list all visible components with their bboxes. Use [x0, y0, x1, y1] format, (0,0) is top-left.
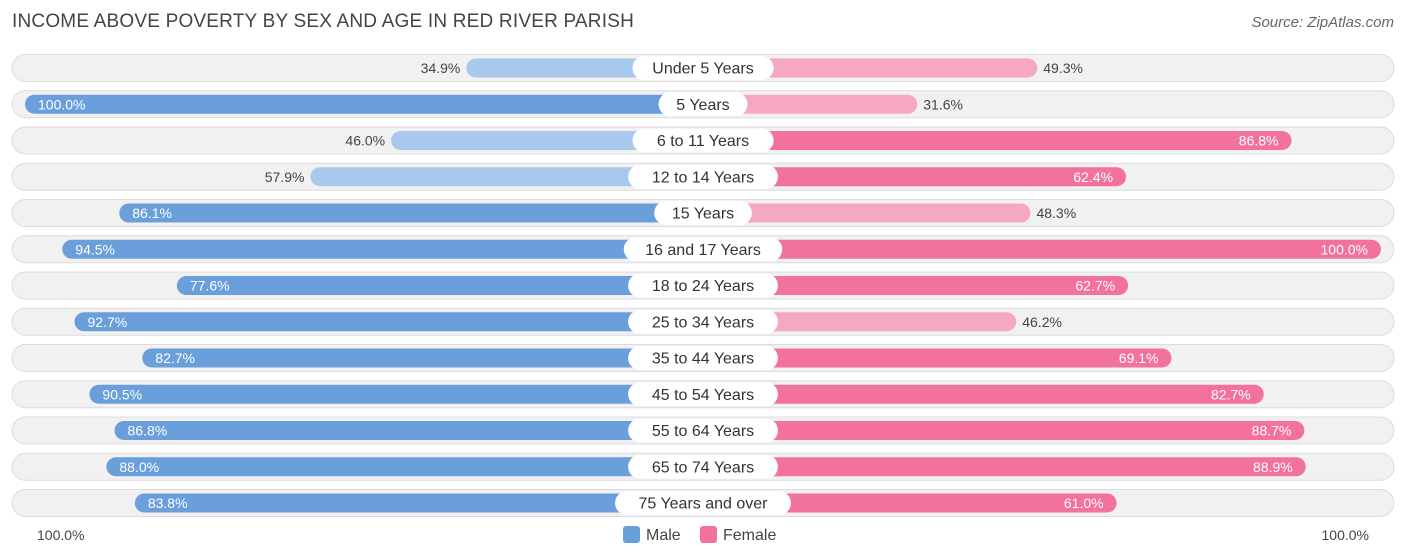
male-bar	[391, 131, 703, 150]
category-pill	[623, 237, 783, 262]
female-value-label: 62.7%	[1075, 278, 1115, 294]
category-label: 25 to 34 Years	[652, 314, 754, 331]
category-pill	[628, 273, 778, 298]
category-label: 18 to 24 Years	[652, 278, 754, 295]
legend-female-swatch	[700, 526, 717, 543]
axis-right-label: 100.0%	[1322, 527, 1369, 543]
male-bar	[176, 276, 703, 295]
female-value-label: 62.4%	[1073, 169, 1113, 185]
male-bar	[134, 493, 703, 513]
female-value-label: 48.3%	[1036, 205, 1076, 221]
female-value-label: 46.2%	[1022, 314, 1062, 330]
legend-male-label: Male	[646, 527, 681, 544]
source-credit: Source: ZipAtlas.com	[1251, 14, 1394, 31]
male-value-label: 83.8%	[148, 495, 188, 511]
category-pill	[628, 454, 778, 479]
category-pill	[658, 92, 748, 117]
female-bar	[703, 312, 1017, 332]
male-bar	[114, 421, 704, 440]
male-value-label: 88.0%	[119, 459, 159, 475]
category-pill	[628, 346, 778, 370]
male-value-label: 94.5%	[75, 241, 115, 257]
male-value-label: 57.9%	[265, 169, 305, 185]
male-value-label: 86.8%	[127, 423, 167, 439]
category-label: 35 to 44 Years	[652, 351, 754, 368]
female-bar	[703, 457, 1306, 477]
male-value-label: 82.7%	[155, 350, 195, 366]
female-value-label: 88.9%	[1253, 459, 1293, 475]
category-pill	[632, 128, 774, 153]
male-bar	[142, 348, 703, 368]
category-label: 55 to 64 Years	[652, 423, 754, 440]
category-label: 45 to 54 Years	[652, 387, 754, 404]
male-value-label: 90.5%	[102, 386, 142, 402]
male-value-label: 100.0%	[38, 96, 85, 112]
female-bar	[703, 167, 1127, 187]
male-value-label: 92.7%	[87, 314, 127, 330]
category-pill	[628, 164, 778, 189]
category-label: 5 Years	[676, 97, 729, 114]
category-pill	[628, 382, 778, 407]
axis-left-label: 100.0%	[37, 527, 84, 543]
male-value-label: 46.0%	[345, 133, 385, 149]
female-value-label: 69.1%	[1119, 350, 1159, 366]
male-bar	[119, 203, 703, 223]
legend-female-label: Female	[723, 527, 776, 544]
male-bar	[74, 312, 703, 332]
female-value-label: 31.6%	[923, 96, 963, 112]
female-bar	[703, 203, 1031, 223]
category-label: 65 to 74 Years	[652, 459, 754, 476]
female-bar	[703, 348, 1172, 368]
female-value-label: 100.0%	[1321, 241, 1368, 257]
male-value-label: 86.1%	[132, 205, 172, 221]
female-bar	[703, 384, 1264, 404]
male-value-label: 77.6%	[190, 278, 230, 294]
category-label: Under 5 Years	[652, 61, 753, 78]
category-label: 12 to 14 Years	[652, 169, 754, 186]
category-pill	[632, 56, 774, 80]
chart-title: INCOME ABOVE POVERTY BY SEX AND AGE IN R…	[12, 11, 634, 32]
female-bar	[703, 58, 1038, 78]
category-label: 6 to 11 Years	[657, 133, 749, 150]
male-bar	[89, 384, 703, 404]
female-value-label: 88.7%	[1252, 423, 1292, 439]
category-label: 16 and 17 Years	[645, 242, 761, 259]
female-value-label: 61.0%	[1064, 495, 1104, 511]
female-bar	[703, 276, 1129, 295]
female-value-label: 86.8%	[1239, 133, 1279, 149]
female-value-label: 49.3%	[1043, 60, 1083, 76]
male-bar	[310, 167, 703, 187]
category-pill	[654, 201, 752, 225]
category-pill	[615, 491, 791, 515]
female-bar	[703, 421, 1305, 440]
male-bar	[25, 94, 703, 114]
male-bar	[106, 457, 704, 477]
female-bar	[703, 239, 1381, 259]
category-label: 75 Years and over	[639, 496, 769, 513]
category-label: 15 Years	[672, 206, 734, 223]
male-bar	[62, 239, 704, 259]
female-bar	[703, 493, 1117, 513]
female-bar	[703, 131, 1292, 150]
category-pill	[628, 309, 778, 334]
male-value-label: 34.9%	[421, 60, 461, 76]
category-pill	[628, 418, 778, 443]
female-value-label: 82.7%	[1211, 386, 1251, 402]
female-bar	[703, 94, 918, 114]
legend-male-swatch	[623, 526, 640, 543]
